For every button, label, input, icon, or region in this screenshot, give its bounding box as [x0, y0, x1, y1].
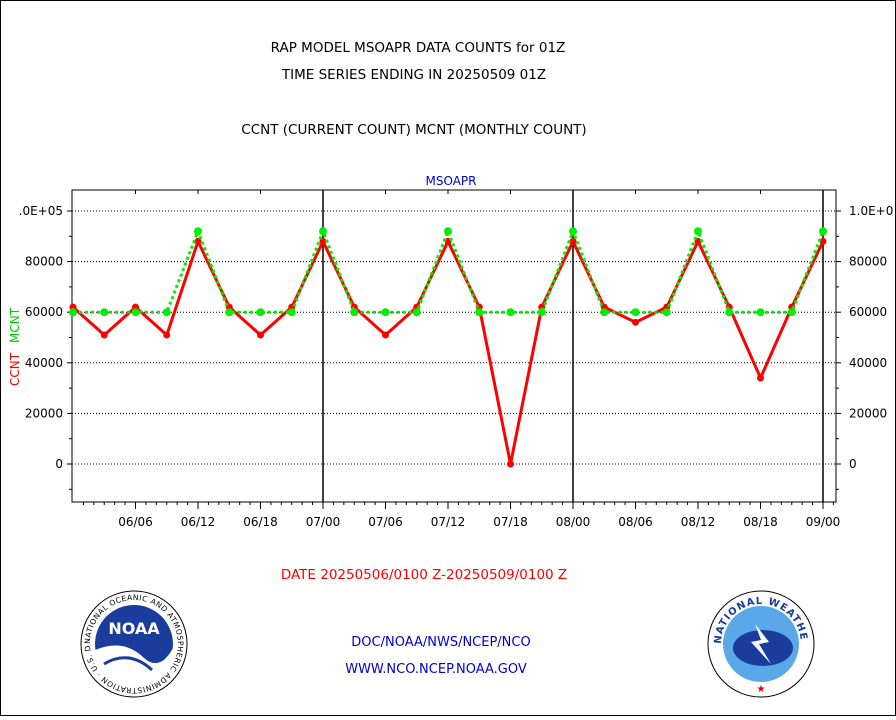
- data-point-mcnt: [194, 227, 202, 236]
- data-point-mcnt: [100, 308, 109, 317]
- y-tick-label-right: 80000: [849, 255, 887, 269]
- y-tick-label-right: 60000: [849, 305, 887, 319]
- nws-star-icon: ★: [757, 684, 766, 695]
- data-point-mcnt: [819, 227, 827, 236]
- x-tick-label: 08/06: [618, 515, 653, 529]
- data-point-mcnt: [475, 308, 484, 317]
- y-axis-label-ccnt: CCNT: [8, 352, 22, 386]
- data-point-ccnt: [569, 237, 577, 245]
- data-point-mcnt: [69, 308, 77, 317]
- data-point-mcnt: [350, 308, 359, 317]
- org-line: DOC/NOAA/NWS/NCEP/NCO: [351, 635, 530, 650]
- data-point-ccnt: [382, 331, 389, 339]
- chart-title-line2: TIME SERIES ENDING IN 20250509 01Z: [281, 67, 546, 83]
- data-point-mcnt: [662, 308, 671, 317]
- x-tick-label: 08/00: [556, 515, 591, 529]
- data-point-mcnt: [506, 308, 515, 317]
- data-point-mcnt: [537, 308, 546, 317]
- y-tick-label-right: 1.0E+0: [849, 204, 893, 218]
- data-point-mcnt: [631, 308, 640, 317]
- data-point-mcnt: [600, 308, 609, 317]
- x-tick-label: 06/12: [181, 515, 216, 529]
- data-point-mcnt: [256, 308, 265, 317]
- data-point-mcnt: [225, 308, 234, 317]
- y-axis-label-mcnt: MCNT: [8, 307, 22, 343]
- url-line: WWW.NCO.NCEP.NOAA.GOV: [345, 662, 527, 677]
- y-tick-label-right: 40000: [849, 356, 887, 370]
- data-point-ccnt: [757, 374, 764, 382]
- data-point-mcnt: [319, 227, 327, 236]
- chart-title-line1: RAP MODEL MSOAPR DATA COUNTS for 01Z: [271, 40, 566, 56]
- data-point-ccnt: [632, 318, 639, 326]
- plot-area: 0 0 20000 20000 40000 40000 60000 60000 80000 800…: [19, 189, 893, 529]
- x-tick-label: 08/18: [743, 515, 778, 529]
- data-point-mcnt: [162, 308, 171, 317]
- data-point-ccnt: [100, 331, 108, 339]
- noaa-logo-text: NOAA: [108, 619, 160, 638]
- y-tick-label-left: 0: [55, 457, 63, 471]
- chart-subtitle: CCNT (CURRENT COUNT) MCNT (MONTHLY COUNT…: [241, 122, 586, 138]
- date-range: DATE 20250506/0100 Z-20250509/0100 Z: [281, 567, 567, 583]
- data-point-mcnt: [412, 308, 421, 317]
- x-tick-label: 09/00: [806, 515, 841, 529]
- plot-title: MSOAPR: [426, 174, 477, 188]
- data-point-ccnt: [194, 237, 202, 245]
- data-point-mcnt: [725, 308, 734, 317]
- y-tick-label-left: 60000: [25, 305, 63, 319]
- data-point-ccnt: [257, 331, 264, 339]
- data-point-mcnt: [287, 308, 296, 317]
- x-tick-label: 08/12: [681, 515, 716, 529]
- x-tick-label: 06/06: [118, 515, 153, 529]
- x-tick-label: 07/00: [306, 515, 341, 529]
- data-point-mcnt: [381, 308, 390, 317]
- data-point-mcnt: [569, 227, 577, 236]
- y-tick-label-right: 20000: [849, 406, 887, 420]
- data-point-mcnt: [694, 227, 702, 236]
- nws-logo: NATIONAL WEATHER SERVICE ★: [707, 590, 815, 698]
- y-tick-label-left: 20000: [25, 406, 63, 420]
- x-tick-label: 07/18: [493, 515, 528, 529]
- data-point-ccnt: [163, 331, 171, 339]
- y-tick-label-left: 40000: [25, 356, 63, 370]
- y-tick-label-left: 80000: [25, 255, 63, 269]
- x-tick-label: 07/06: [368, 515, 403, 529]
- y-tick-label-right: 0: [849, 457, 857, 471]
- data-point-mcnt: [756, 308, 765, 317]
- y-tick-label-left: .0E+05: [19, 204, 63, 218]
- data-point-mcnt: [444, 227, 452, 236]
- data-point-mcnt: [787, 308, 796, 317]
- plot-border: [71, 189, 837, 503]
- data-point-ccnt: [507, 460, 514, 468]
- x-tick-label: 06/18: [243, 515, 278, 529]
- data-point-mcnt: [131, 308, 140, 317]
- x-tick-label: 07/12: [431, 515, 466, 529]
- noaa-logo: NOAA NATIONAL OCEANIC AND ATMOSPHERIC AD…: [80, 590, 188, 698]
- series-line-ccnt: [72, 239, 825, 466]
